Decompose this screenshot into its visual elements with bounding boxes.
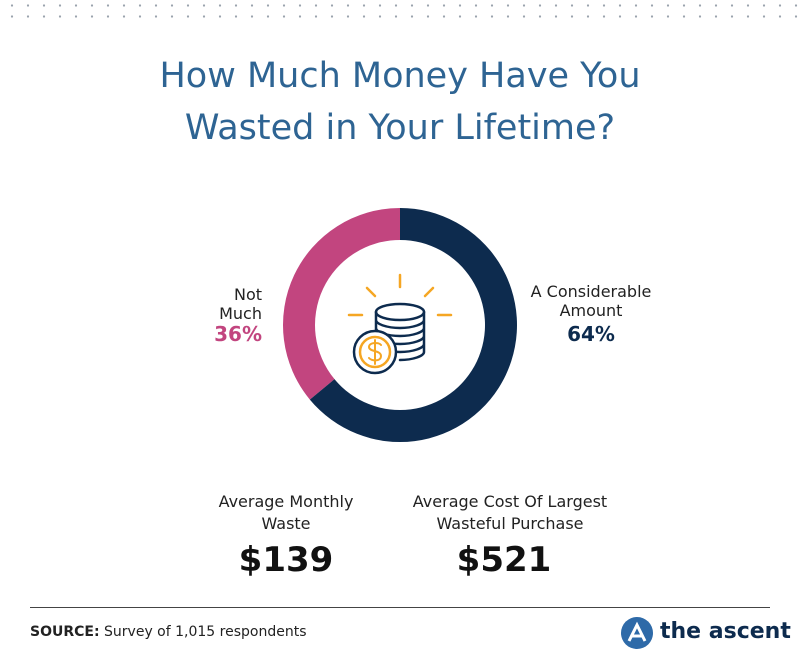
slice-label: Not Much [219, 285, 262, 323]
donut-slice [283, 208, 400, 400]
stat-label: Average Monthly Waste [218, 492, 354, 533]
stat-value: $139 [238, 540, 334, 580]
value-label: 36% [214, 322, 262, 346]
value-label: 64% [567, 322, 615, 346]
stat-value: $521 [456, 540, 552, 580]
slice-label: A Considerable Amount [530, 282, 652, 320]
divider [30, 607, 770, 608]
source: SOURCE: Survey of 1,015 respondents [30, 624, 307, 640]
donut-slice [309, 208, 517, 442]
chart-title: How Much Money Have You Wasted in Your L… [159, 56, 641, 148]
stat-label: Average Cost Of Largest Wasteful Purchas… [412, 492, 608, 533]
brand: the ascent [660, 619, 791, 644]
coin-icon [347, 273, 453, 375]
source-label: SOURCE: [30, 624, 100, 640]
source-text: Survey of 1,015 respondents [104, 624, 307, 640]
dot-pattern [0, 0, 800, 22]
